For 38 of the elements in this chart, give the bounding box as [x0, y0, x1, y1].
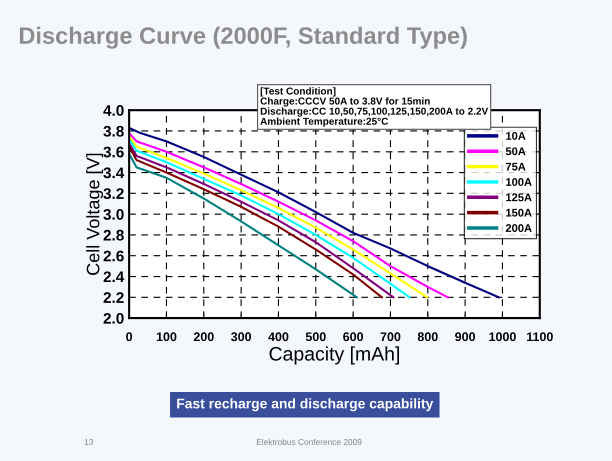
text: Elektrobus Conference 2009: [256, 438, 362, 445]
legend-label: 150A: [506, 208, 532, 217]
legend-label: 100A: [506, 178, 532, 186]
x-tick-label: 800: [418, 332, 438, 342]
legend-label: 10A: [506, 132, 526, 140]
y-tick-label: 3.4: [103, 167, 124, 178]
y-tick-label: 3.6: [103, 146, 124, 158]
x-tick-label: 1100: [527, 332, 553, 342]
x-axis-title: Capacity [mAh]: [270, 346, 399, 365]
y-tick-label: 3.8: [103, 126, 124, 137]
legend-label: 75A: [506, 162, 526, 171]
x-tick-label: 300: [230, 332, 252, 342]
text: 13: [84, 439, 94, 445]
chart-title: Discharge Curve (2000F, Standard Type): [20, 26, 467, 49]
x-tick-label: 500: [306, 332, 326, 342]
y-tick-label: 2.0: [104, 312, 124, 324]
y-tick-label: 3.0: [103, 209, 124, 220]
x-tick-label: 700: [380, 332, 400, 342]
y-tick-label: 2.8: [104, 230, 124, 241]
x-tick-label: 1000: [489, 332, 516, 342]
y-tick-label: 4.0: [103, 105, 124, 116]
x-tick-label: 0: [126, 332, 132, 342]
line-series: [129, 126, 500, 298]
y-tick-label: 2.2: [104, 292, 124, 303]
x-tick-label: 100: [156, 332, 176, 342]
x-tick-label: 600: [343, 332, 364, 342]
x-tick-label: 900: [455, 332, 476, 342]
y-tick-label: 2.4: [104, 271, 124, 282]
y-tick-label: 2.6: [104, 250, 124, 262]
y-axis-title: Cell Voltage [V]: [86, 154, 104, 275]
x-tick-label: 400: [268, 332, 288, 342]
legend-label: 200A: [506, 224, 532, 232]
x-tick-label: 200: [194, 332, 214, 342]
y-tick-label: 3.2: [103, 188, 124, 200]
annotation: [Test Condition] Charge:CCCV 50A to 3.8V for 15min Discharge:CC 10,50,75,100,125,150,200A to 2.2V Ambient Temperature:25°C: [260, 87, 488, 127]
legend-label: 50A: [506, 147, 526, 156]
text: Fast recharge and discharge capability: [177, 398, 434, 412]
legend-label: 125A: [506, 193, 532, 202]
